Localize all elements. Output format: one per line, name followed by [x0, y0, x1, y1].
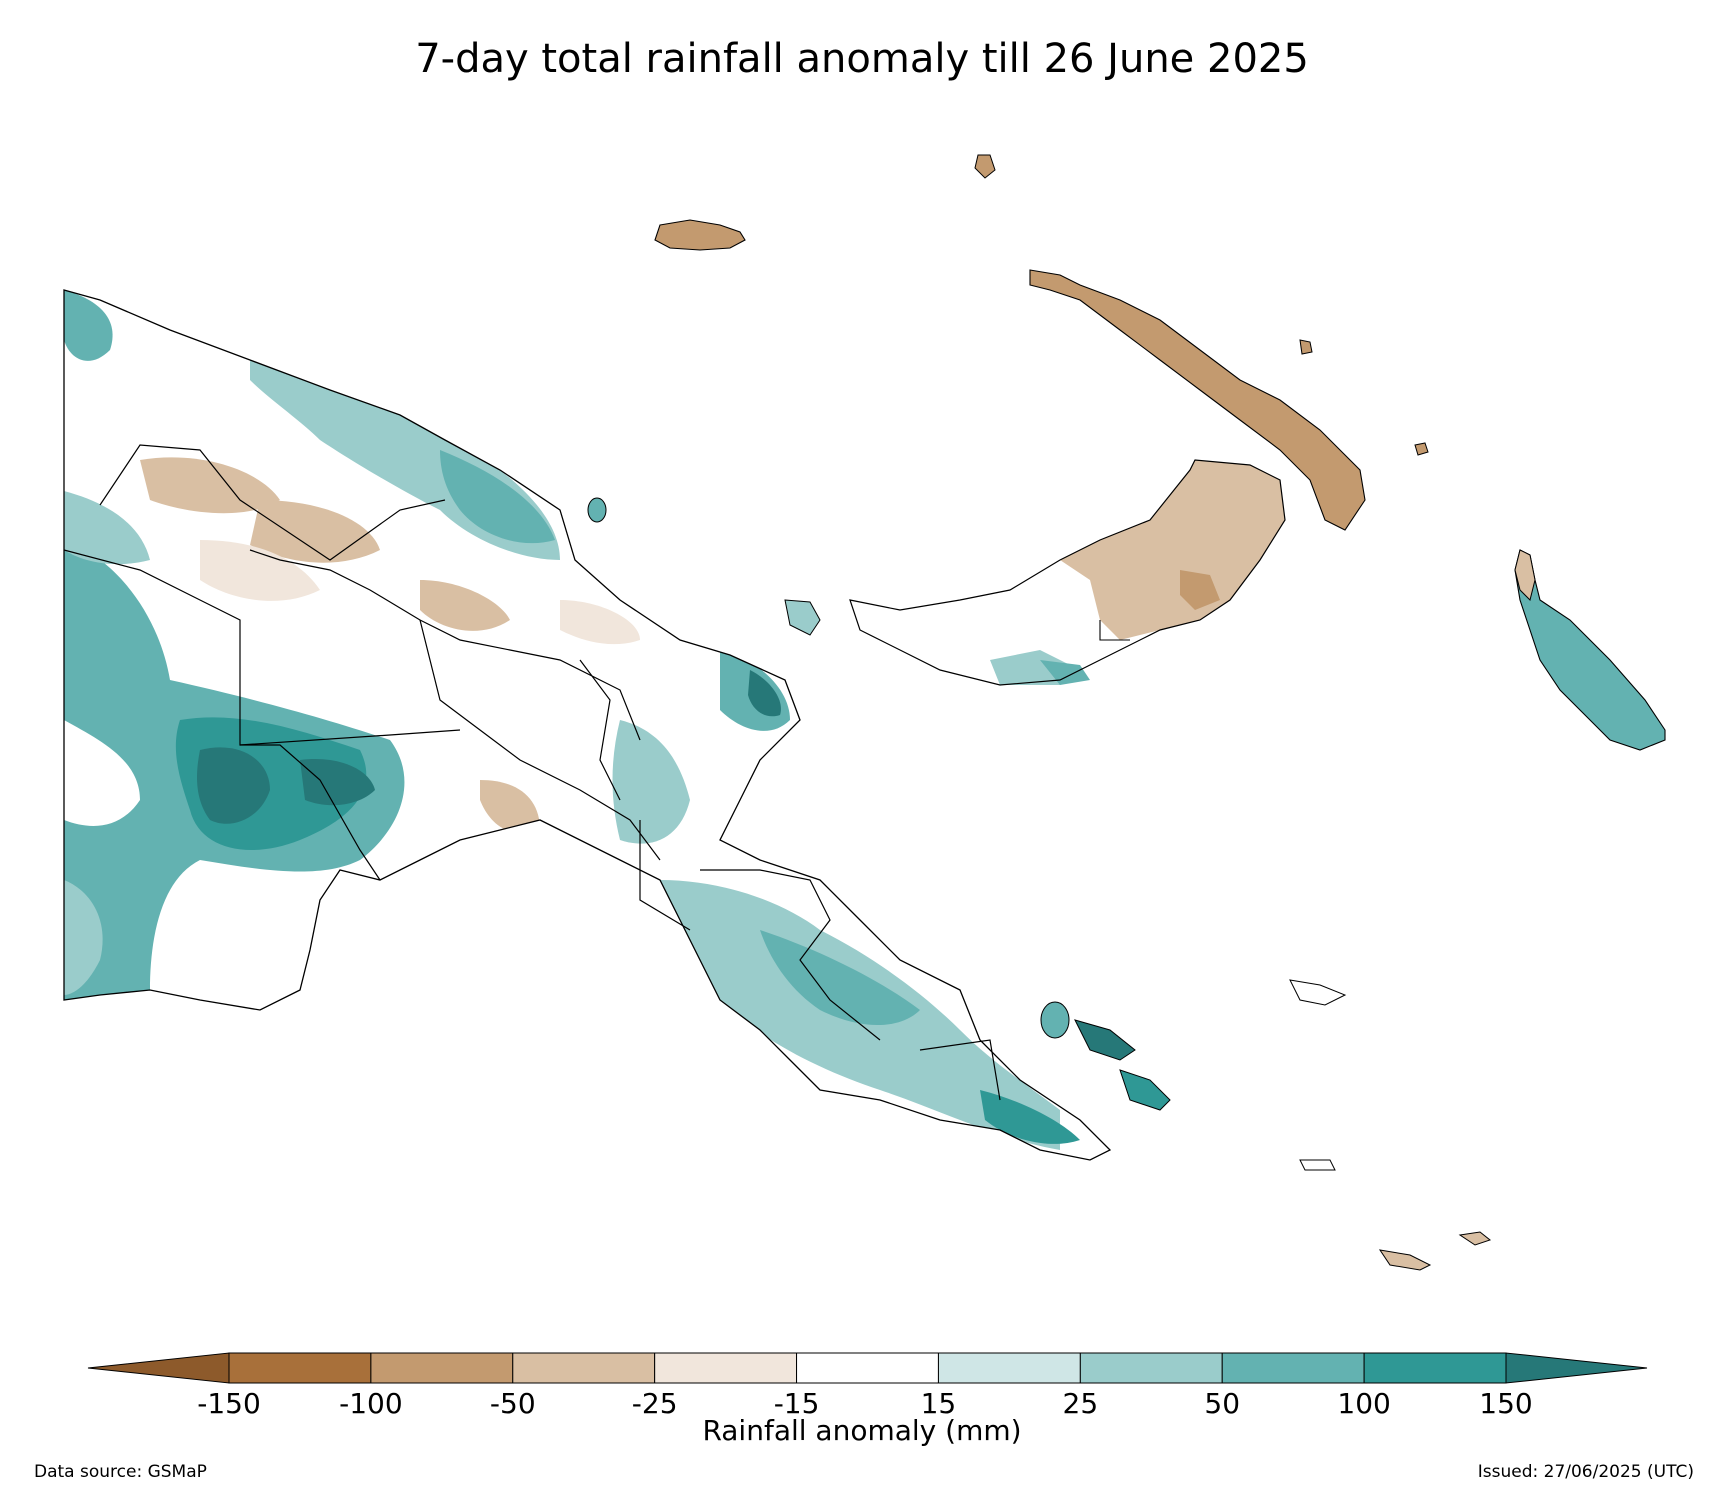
- bougainville-island: [1514, 549, 1666, 751]
- colorbar-tick-label: -50: [490, 1387, 536, 1420]
- map-title: 7-day total rainfall anomaly till 26 Jun…: [415, 36, 1309, 82]
- colorbar-swatch: [654, 1352, 798, 1384]
- colorbar-tick-label: -100: [339, 1387, 403, 1420]
- new-britain-island: [849, 459, 1286, 686]
- colorbar-tick-label: 15: [921, 1387, 957, 1420]
- colorbar-swatch: [1079, 1352, 1223, 1384]
- colorbar-swatch: [512, 1352, 656, 1384]
- manus-island: [654, 219, 746, 251]
- data-source-note: Data source: GSMaP: [34, 1462, 207, 1482]
- colorbar-tick-label: -25: [632, 1387, 678, 1420]
- colorbar-extend-high: [1505, 1352, 1648, 1384]
- colorbar-tick-label: 150: [1479, 1387, 1532, 1420]
- colorbar-extend-low: [87, 1352, 230, 1384]
- colorbar-swatch: [937, 1352, 1081, 1384]
- colorbar-tick-label: 50: [1204, 1387, 1240, 1420]
- colorbar-swatch: [1363, 1352, 1507, 1384]
- mainland: [63, 289, 1112, 1161]
- colorbar-swatch: [228, 1352, 372, 1384]
- colorbar-label: Rainfall anomaly (mm): [702, 1414, 1022, 1447]
- issued-date: Issued: 27/06/2025 (UTC): [1477, 1462, 1694, 1482]
- colorbar: -150 -100 -50 -25 -15 15 25 50 100 150: [87, 1352, 1648, 1420]
- colorbar-tick-label: 100: [1337, 1387, 1390, 1420]
- colorbar-tick-label: 25: [1063, 1387, 1099, 1420]
- colorbar-swatch: [1221, 1352, 1365, 1384]
- province-boundaries: [63, 444, 1001, 1101]
- colorbar-tick-label: -150: [197, 1387, 261, 1420]
- eastern-islands: [587, 154, 1492, 1271]
- colorbar-swatch: [370, 1352, 514, 1384]
- colorbar-swatch: [796, 1352, 939, 1384]
- colorbar-tick-label: -15: [774, 1387, 820, 1420]
- new-ireland-island: [1029, 269, 1366, 531]
